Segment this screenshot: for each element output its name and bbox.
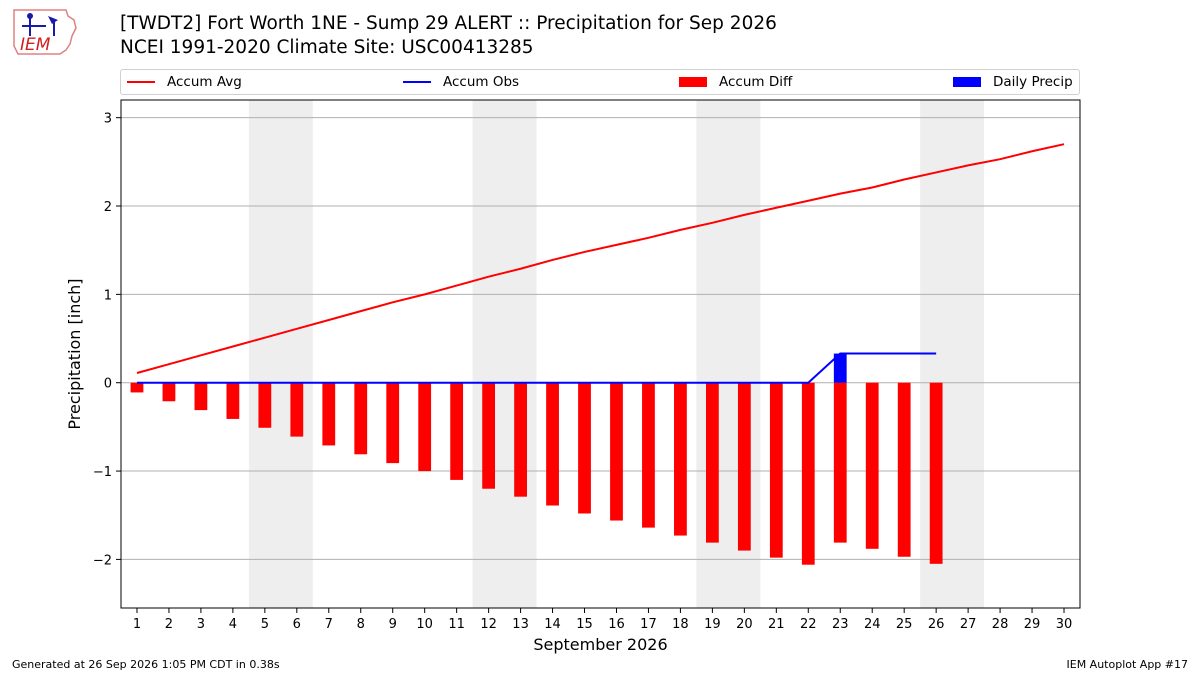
- legend-swatch-accum-diff: [679, 77, 707, 87]
- accum-diff-bar-26: [929, 382, 943, 564]
- x-tick-label-15: 15: [576, 617, 593, 632]
- accum-diff-bar-6: [290, 382, 304, 437]
- accum-diff-bar-9: [386, 382, 400, 464]
- accum-diff-bar-5: [258, 382, 272, 428]
- accum-diff-bar-19: [705, 382, 719, 543]
- accum-diff-bar-18: [674, 382, 687, 536]
- x-tick-label-5: 5: [261, 617, 269, 632]
- x-tick-label-6: 6: [293, 617, 301, 632]
- x-tick-label-10: 10: [416, 617, 433, 632]
- accum-avg-line: [136, 143, 1065, 374]
- legend-item-daily-precip: Daily Precip: [953, 70, 1073, 94]
- accum-diff-bar-22: [801, 382, 815, 565]
- x-tick-label-26: 26: [928, 617, 945, 632]
- x-tick-label-25: 25: [896, 617, 913, 632]
- legend-swatch-accum-obs: [403, 81, 431, 83]
- legend-swatch-accum-avg: [127, 81, 155, 83]
- accum-diff-bar-13: [514, 382, 527, 497]
- x-tick-label-1: 1: [133, 617, 141, 632]
- weekend-shading: [248, 100, 985, 608]
- accum-diff-bar-15: [578, 382, 591, 514]
- accum-diff-bar-7: [322, 382, 336, 446]
- accum-diff-bar-1: [130, 382, 144, 393]
- x-tick-label-18: 18: [672, 617, 689, 632]
- x-tick-label-9: 9: [389, 617, 397, 632]
- x-tick-label-17: 17: [640, 617, 657, 632]
- x-tick-label-30: 30: [1056, 617, 1073, 632]
- accum-diff-bar-4: [226, 382, 240, 419]
- x-tick-label-23: 23: [832, 617, 849, 632]
- logo-text: IEM: [20, 35, 51, 55]
- accum-diff-bar-23: [833, 382, 847, 543]
- iem-logo: IEM: [8, 6, 82, 58]
- accum-diff-bar-2: [162, 382, 176, 402]
- x-tick-label-27: 27: [960, 617, 977, 632]
- title-line-1: [TWDT2] Fort Worth 1NE - Sump 29 ALERT :…: [120, 13, 777, 34]
- accum-diff-bar-14: [546, 382, 559, 506]
- legend-label-daily-precip: Daily Precip: [993, 74, 1073, 90]
- x-tick-label-13: 13: [512, 617, 529, 632]
- x-tick-label-20: 20: [736, 617, 753, 632]
- accum-diff-bar-11: [450, 382, 464, 480]
- legend-item-accum-obs: Accum Obs: [403, 70, 519, 94]
- daily-precip-bar-23: [833, 353, 847, 383]
- app-label: IEM Autoplot App #17: [1066, 658, 1189, 671]
- accum-diff-bar-20: [737, 382, 751, 551]
- accum-diff-bar-12: [482, 382, 496, 489]
- accum-obs-line: [136, 352, 937, 384]
- y-tick-label--1: −1: [93, 465, 112, 480]
- plot-frame: [120, 99, 1081, 609]
- y-tick-label-1: 1: [104, 288, 112, 303]
- weekend-band-2: [472, 100, 537, 608]
- accum-diff-bar-24: [865, 382, 879, 549]
- x-tick-label-7: 7: [325, 617, 333, 632]
- x-tick-label-12: 12: [480, 617, 497, 632]
- y-tick-label-2: 2: [104, 200, 112, 215]
- x-axis-label: September 2026: [533, 635, 667, 654]
- x-tick-label-3: 3: [197, 617, 205, 632]
- y-tick-label-3: 3: [104, 112, 112, 127]
- chart-title: [TWDT2] Fort Worth 1NE - Sump 29 ALERT :…: [120, 12, 777, 60]
- legend-label-accum-obs: Accum Obs: [443, 74, 520, 90]
- accum-diff-bar-16: [610, 382, 623, 521]
- x-tick-label-14: 14: [544, 617, 561, 632]
- accum-diff-bar-3: [194, 382, 208, 411]
- x-tick-label-4: 4: [229, 617, 237, 632]
- y-axis-label: Precipitation [inch]: [65, 278, 84, 429]
- x-tick-label-16: 16: [608, 617, 625, 632]
- legend-item-accum-avg: Accum Avg: [127, 70, 242, 94]
- x-tick-label-2: 2: [165, 617, 173, 632]
- x-tick-label-22: 22: [800, 617, 817, 632]
- legend-swatch-daily-precip: [953, 77, 981, 87]
- x-tick-label-28: 28: [992, 617, 1009, 632]
- legend: Accum Avg Accum Obs Accum Diff Daily Pre…: [120, 69, 1080, 95]
- x-tick-label-8: 8: [357, 617, 365, 632]
- accum-diff-bar-8: [354, 382, 368, 455]
- legend-label-accum-avg: Accum Avg: [167, 74, 242, 90]
- legend-item-accum-diff: Accum Diff: [679, 70, 792, 94]
- weekend-band-1: [248, 100, 313, 608]
- y-tick-label-0: 0: [104, 377, 112, 392]
- x-tick-label-19: 19: [704, 617, 721, 632]
- x-tick-label-21: 21: [768, 617, 785, 632]
- x-tick-label-24: 24: [864, 617, 881, 632]
- accum-diff-bar-10: [418, 382, 432, 472]
- x-tick-label-29: 29: [1024, 617, 1041, 632]
- accum-diff-bar-17: [642, 382, 655, 528]
- series-lines: [136, 143, 1065, 384]
- x-tick-label-11: 11: [448, 617, 465, 632]
- title-line-2: NCEI 1991-2020 Climate Site: USC00413285: [120, 37, 534, 58]
- accum-diff-bar-25: [897, 382, 911, 557]
- generated-timestamp: Generated at 26 Sep 2026 1:05 PM CDT in …: [12, 658, 280, 671]
- bars: [130, 353, 943, 565]
- legend-label-accum-diff: Accum Diff: [719, 74, 793, 90]
- y-tick-label--2: −2: [93, 553, 112, 568]
- accum-diff-bar-21: [769, 382, 783, 558]
